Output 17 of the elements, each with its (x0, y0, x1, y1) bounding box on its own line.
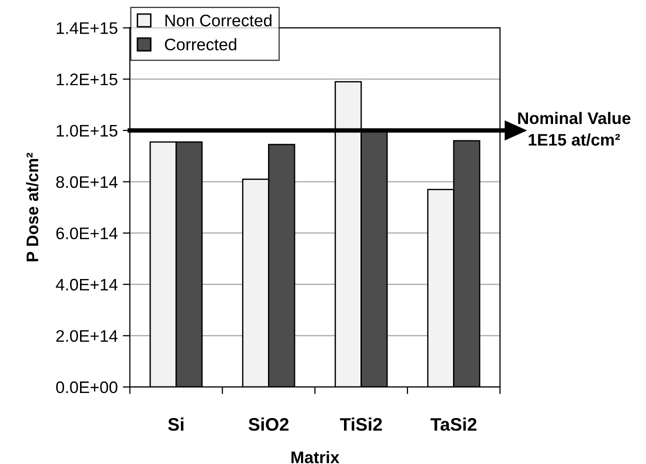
y-tick-label: 4.0E+14 (56, 278, 118, 291)
y-tick-label: 1.4E+15 (56, 22, 118, 34)
y-tick-label: 8.0E+14 (56, 176, 118, 188)
y-tick-label: 1.0E+15 (56, 124, 118, 137)
x-tick-label: TaSi2 (430, 418, 476, 431)
x-tick-label: SiO2 (248, 418, 289, 431)
legend-label: Corrected (164, 38, 236, 50)
y-tick-label: 2.0E+14 (56, 330, 118, 342)
y-axis-title: P Dose at/cm² (26, 152, 38, 262)
x-tick-label: TiSi2 (340, 418, 382, 431)
x-tick-label: Si (168, 418, 184, 431)
x-axis-title: Matrix (291, 451, 340, 464)
y-tick-label: 6.0E+14 (56, 227, 118, 240)
legend-label: Non Corrected (165, 14, 272, 26)
ref-line-label: Nominal Value 1E15 at/cm² (518, 112, 630, 146)
y-tick-label: 0.0E+00 (56, 381, 118, 394)
y-tick-label: 1.2E+15 (56, 74, 118, 86)
